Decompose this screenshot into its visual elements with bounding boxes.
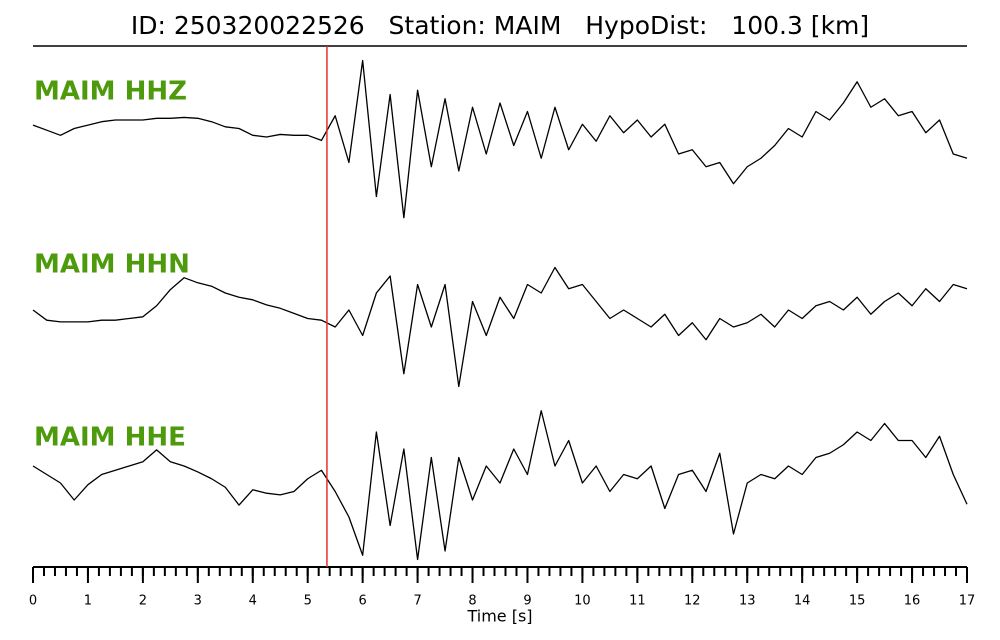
x-tick-label: 5 [304, 594, 312, 609]
x-tick-label: 7 [413, 594, 421, 609]
x-tick-label: 8 [468, 594, 476, 609]
x-tick-label: 14 [794, 594, 811, 609]
trace [32, 410, 968, 561]
trace-label: MAIM HHZ [34, 77, 187, 107]
x-tick-label: 15 [849, 594, 866, 609]
x-tick-label: 4 [249, 594, 257, 609]
trace [32, 59, 968, 219]
chart-title: ID: 250320022526 Station: MAIM HypoDist:… [131, 11, 869, 40]
x-tick-label: 17 [959, 594, 976, 609]
x-tick-label: 16 [904, 594, 921, 609]
x-tick-label: 1 [84, 594, 92, 609]
x-tick-label: 12 [684, 594, 701, 609]
x-tick-label: 11 [629, 594, 646, 609]
x-tick-label: 3 [194, 594, 202, 609]
trace [32, 266, 968, 388]
x-axis-label: Time [s] [466, 607, 532, 626]
x-tick-label: 9 [523, 594, 531, 609]
x-tick-label: 6 [359, 594, 367, 609]
trace-label: MAIM HHE [34, 423, 186, 453]
x-tick-label: 13 [739, 594, 756, 609]
x-tick-label: 0 [29, 594, 37, 609]
x-tick-label: 2 [139, 594, 147, 609]
trace-label: MAIM HHN [34, 250, 190, 280]
x-tick-label: 10 [574, 594, 591, 609]
